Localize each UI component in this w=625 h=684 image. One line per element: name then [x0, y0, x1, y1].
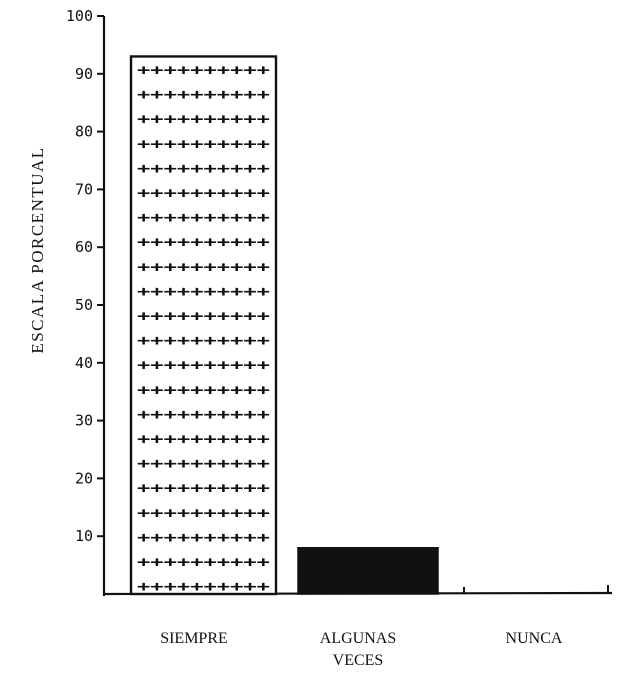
bar-pattern-row: ++++++++++	[137, 161, 270, 177]
y-tick-label: 100	[66, 7, 93, 25]
y-tick-label: 30	[75, 412, 93, 430]
bars: ++++++++++ ++++++++++ ++++++++++ ++++++++++…	[129, 55, 609, 596]
y-tick-label: 10	[75, 527, 93, 545]
bar-pattern-row: ++++++++++	[137, 554, 270, 570]
y-tick-label: 90	[75, 65, 93, 83]
bar-siempre: ++++++++++ ++++++++++ ++++++++++ ++++++++++…	[129, 55, 278, 596]
y-tick-label: 80	[75, 123, 93, 141]
bar-pattern-row: ++++++++++	[137, 308, 270, 324]
bar-pattern-row: ++++++++++	[137, 112, 270, 128]
bar-pattern-row: ++++++++++	[137, 358, 270, 374]
bar-algunas-veces	[297, 547, 439, 595]
category-label: VECES	[333, 652, 384, 669]
y-tick-label: 70	[75, 180, 93, 198]
category-label: ALGUNAS	[320, 630, 396, 647]
bar-pattern-row: ++++++++++	[137, 136, 270, 152]
bar-pattern-row: ++++++++++	[137, 185, 270, 201]
category-labels: SIEMPRE ALGUNAS VECES NUNCA	[160, 630, 563, 669]
bar-outline	[129, 55, 278, 596]
y-tick-label: 20	[75, 469, 93, 487]
bar-pattern-row: ++++++++++	[137, 456, 270, 472]
y-tick-label: 60	[75, 238, 93, 256]
y-tick-label: 50	[75, 296, 93, 314]
bar-pattern-row: ++++++++++	[137, 62, 270, 78]
category-label: SIEMPRE	[160, 630, 228, 647]
bar-pattern-row: ++++++++++	[137, 382, 270, 398]
bar-pattern-row: ++++++++++	[137, 530, 270, 546]
category-label: NUNCA	[506, 630, 563, 647]
bar-pattern-row: ++++++++++	[137, 431, 270, 447]
bar-pattern-row: ++++++++++	[137, 259, 270, 275]
bar-nunca	[463, 585, 609, 594]
bar-pattern-row: ++++++++++	[137, 87, 270, 103]
bar-pattern-row: ++++++++++	[137, 407, 270, 423]
y-axis: 10 20 30 40 50 60 70 80 90 100	[66, 7, 106, 596]
bar-pattern-row: ++++++++++	[137, 284, 270, 300]
bar-pattern-row: ++++++++++	[137, 579, 270, 595]
bar-pattern-row: ++++++++++	[137, 481, 270, 497]
bar-pattern-row: ++++++++++	[137, 235, 270, 251]
bar-pattern-row: ++++++++++	[137, 505, 270, 521]
bar-pattern-row: ++++++++++	[137, 333, 270, 349]
y-axis-label: ESCALA PORCENTUAL	[28, 146, 47, 353]
bar-pattern-row: ++++++++++	[137, 210, 270, 226]
y-tick-label: 40	[75, 354, 93, 372]
